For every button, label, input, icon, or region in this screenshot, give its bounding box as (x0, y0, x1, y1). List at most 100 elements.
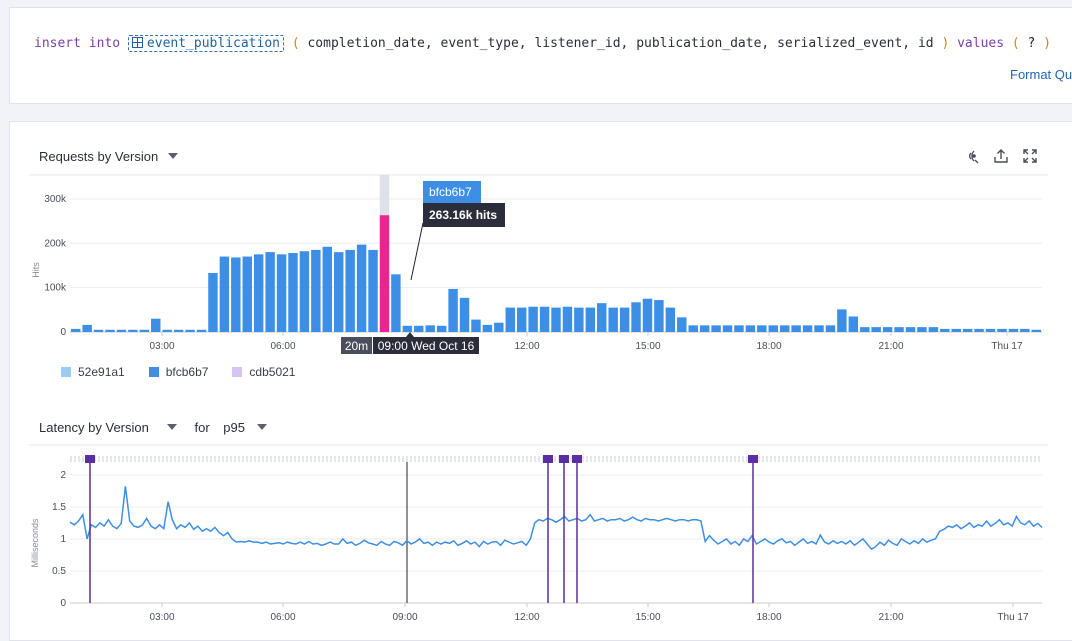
bar (768, 325, 778, 332)
values-close-paren: ) (1043, 36, 1052, 51)
bar (585, 307, 596, 332)
crosshair-interval: 20m (345, 339, 368, 353)
x-tick-label: 06:00 (270, 341, 295, 352)
bar (539, 306, 550, 332)
legend-label: cdb5021 (249, 365, 296, 379)
bar (642, 298, 653, 332)
legend-item[interactable]: 52e91a1 (61, 364, 125, 380)
latency-widget-title: Latency by Version for p95 (39, 420, 267, 435)
legend-label: 52e91a1 (78, 365, 125, 379)
bar (128, 329, 138, 332)
bar-highlighted (379, 215, 390, 332)
y-tick-label: 1.5 (52, 502, 66, 513)
query-panel: insert into event_publication ( completi… (9, 7, 1072, 104)
x-tick-label: 15:00 (635, 612, 660, 623)
query-text: insert into event_publication ( completi… (34, 35, 1051, 52)
table-link[interactable]: event_publication (127, 35, 284, 52)
bar (1008, 328, 1019, 332)
bar (551, 307, 561, 332)
y-tick-label: 300k (44, 194, 67, 205)
bar (940, 328, 950, 332)
bar (391, 274, 401, 332)
bar (711, 325, 721, 332)
legend-item[interactable]: bfcb6b7 (148, 364, 209, 380)
bar (402, 325, 413, 332)
bar (356, 244, 367, 332)
bar (597, 303, 607, 332)
latency-chart[interactable]: Milliseconds 0 0.5 1 1.5 2 03:00 06:00 09:00 12… (0, 443, 1072, 633)
bar (882, 327, 893, 332)
bar (82, 324, 92, 332)
hits-axis-label: Hits (31, 262, 41, 278)
bar (699, 325, 710, 332)
legend-swatch (232, 367, 243, 377)
bar (116, 329, 127, 332)
x-tick-label: 18:00 (756, 612, 781, 623)
requests-widget-title[interactable]: Requests by Version (39, 149, 179, 164)
requests-chart[interactable]: Hits 0 100k 200k 300k 03:00 06:00 12:00 15:00 1… (0, 170, 1072, 400)
bar (871, 327, 881, 332)
bar (608, 307, 618, 332)
metric-info-icon[interactable] (964, 147, 982, 165)
bar (253, 254, 264, 332)
bar (196, 329, 207, 332)
bar (779, 325, 790, 332)
x-tick-label: Thu 17 (997, 612, 1029, 623)
chevron-down-icon (168, 153, 179, 159)
x-tick-label: 18:00 (756, 341, 781, 352)
percentile-select[interactable]: p95 (223, 420, 245, 435)
bar (448, 288, 458, 332)
bar (299, 251, 310, 332)
bar (414, 325, 424, 332)
y-tick-label: 0.5 (52, 566, 66, 577)
bar (848, 316, 859, 332)
bar (345, 249, 355, 332)
bar (734, 325, 744, 332)
legend-item[interactable]: cdb5021 (232, 364, 295, 380)
bar (688, 325, 698, 332)
x-tick-label: 12:00 (514, 341, 539, 352)
export-icon[interactable] (992, 147, 1010, 165)
x-tick-label: 21:00 (878, 612, 903, 623)
bar (654, 300, 664, 332)
bar (368, 249, 378, 332)
crosshair-interval-bg (341, 337, 372, 354)
values-open-paren: ( (1011, 36, 1020, 51)
y-tick-label: 100k (44, 283, 67, 294)
bar (894, 327, 904, 332)
bar (802, 325, 813, 332)
bar (162, 329, 172, 332)
bar (837, 309, 847, 332)
tooltip-version-bg (423, 181, 481, 203)
bar (105, 329, 115, 332)
x-tick-label: 06:00 (270, 612, 295, 623)
close-paren: ) (941, 36, 950, 51)
chevron-down-icon[interactable] (166, 424, 177, 430)
y-tick-label: 1 (60, 534, 66, 545)
bar (288, 253, 298, 332)
deployment-marker-flag (572, 455, 582, 463)
bar (757, 325, 767, 332)
bar (93, 329, 104, 332)
bar (562, 306, 573, 332)
legend-label: bfcb6b7 (165, 365, 209, 379)
bar (322, 246, 333, 332)
bar (791, 325, 801, 332)
deployment-marker-flag (559, 455, 569, 463)
latency-series-line (69, 486, 1043, 551)
tooltip-pointer (410, 222, 424, 281)
y-tick-label: 0 (60, 327, 66, 338)
format-query-link[interactable]: Format Qu (1010, 67, 1072, 82)
crosshair-time: 09:00 Wed Oct 16 (378, 339, 475, 353)
bar (745, 325, 756, 332)
chevron-down-icon[interactable] (256, 424, 267, 430)
ms-axis-label: Milliseconds (30, 518, 40, 568)
expand-icon[interactable] (1021, 147, 1039, 165)
bar (436, 325, 447, 332)
bar (334, 252, 344, 332)
latency-title-text[interactable]: Latency by Version (39, 420, 149, 435)
bar (962, 328, 973, 332)
bar (677, 317, 687, 332)
bar (985, 328, 996, 332)
y-tick-label: 0 (60, 598, 66, 609)
